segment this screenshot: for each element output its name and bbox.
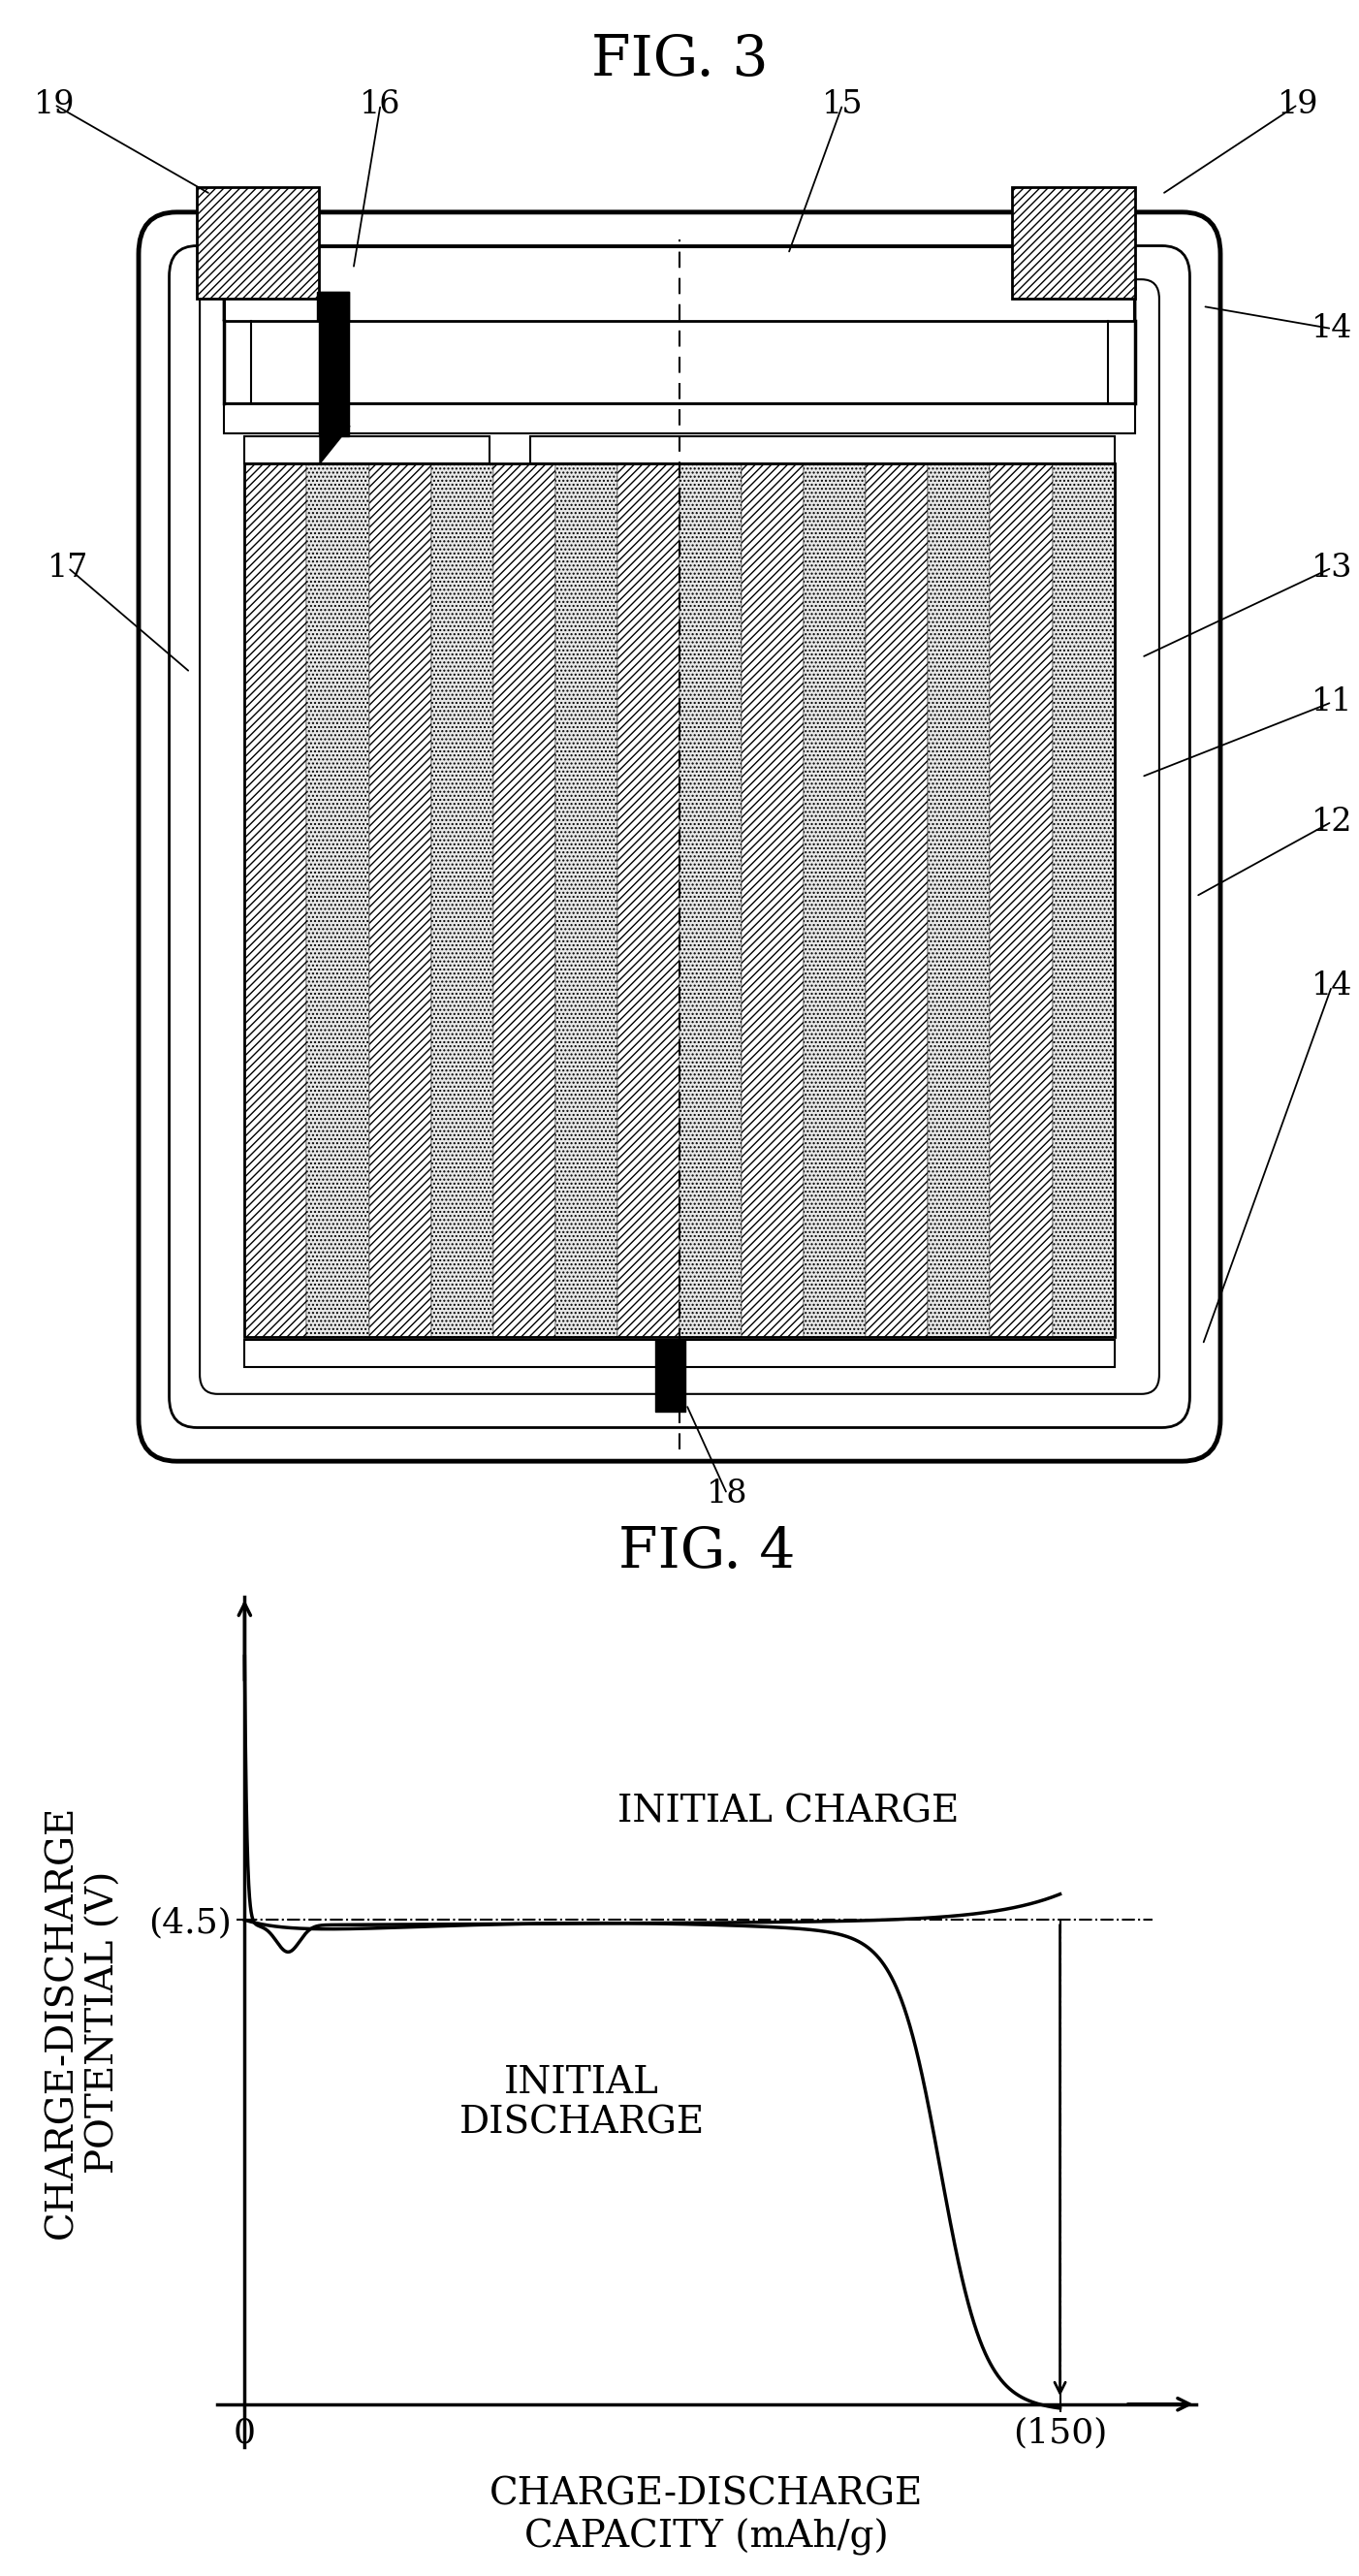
- Bar: [928, 464, 991, 1337]
- Text: 18: 18: [707, 1479, 747, 1510]
- Bar: [307, 464, 368, 1337]
- Text: 13: 13: [1311, 551, 1352, 582]
- Bar: [530, 435, 1114, 464]
- Bar: [742, 464, 803, 1337]
- Bar: [245, 464, 1114, 1337]
- Text: 19: 19: [34, 90, 75, 121]
- Text: 16: 16: [360, 90, 401, 121]
- Bar: [245, 435, 489, 464]
- Bar: [1012, 188, 1135, 299]
- Bar: [1012, 188, 1135, 299]
- Bar: [431, 464, 493, 1337]
- Y-axis label: CHARGE-DISCHARGE
POTENTIAL (V): CHARGE-DISCHARGE POTENTIAL (V): [45, 1806, 122, 2239]
- Text: 19: 19: [1277, 90, 1318, 121]
- Bar: [368, 464, 431, 1337]
- Bar: [1052, 464, 1114, 1337]
- Title: FIG. 4: FIG. 4: [618, 1525, 795, 1579]
- Text: 12: 12: [1311, 806, 1352, 837]
- Text: 17: 17: [48, 551, 88, 582]
- FancyBboxPatch shape: [204, 283, 1155, 1388]
- X-axis label: CHARGE-DISCHARGE
CAPACITY (mAh/g): CHARGE-DISCHARGE CAPACITY (mAh/g): [489, 2478, 924, 2555]
- Bar: [224, 247, 1135, 322]
- Bar: [197, 188, 319, 299]
- Bar: [803, 464, 866, 1337]
- Bar: [197, 188, 319, 299]
- Bar: [991, 464, 1052, 1337]
- Text: INITIAL CHARGE: INITIAL CHARGE: [617, 1795, 959, 1832]
- Text: FIG. 3: FIG. 3: [591, 33, 768, 88]
- Bar: [245, 464, 307, 1337]
- Bar: [680, 464, 742, 1337]
- Bar: [866, 464, 928, 1337]
- Bar: [224, 404, 1135, 433]
- Bar: [493, 464, 556, 1337]
- Text: 14: 14: [1311, 971, 1352, 1002]
- Text: 11: 11: [1311, 688, 1352, 719]
- Text: 14: 14: [1311, 314, 1352, 345]
- Bar: [617, 464, 680, 1337]
- Bar: [245, 1340, 1114, 1368]
- Text: 15: 15: [822, 90, 863, 121]
- Text: INITIAL
DISCHARGE: INITIAL DISCHARGE: [459, 2063, 704, 2141]
- Bar: [556, 464, 617, 1337]
